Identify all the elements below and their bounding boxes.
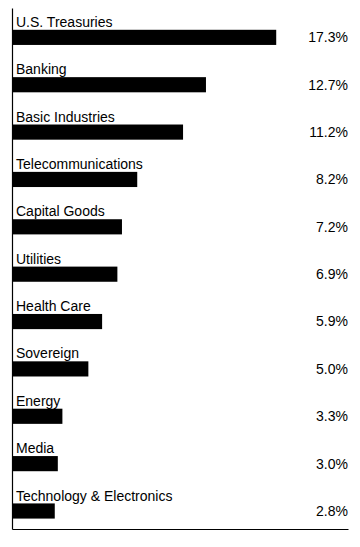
y-axis <box>12 9 13 530</box>
category-label: Banking <box>16 61 67 77</box>
bar <box>12 361 88 376</box>
value-label: 5.0% <box>316 361 348 377</box>
bar <box>12 77 206 92</box>
category-label: U.S. Treasuries <box>16 14 112 30</box>
bars <box>12 30 276 519</box>
bar <box>12 30 276 45</box>
bar <box>12 314 102 329</box>
bar <box>12 456 58 471</box>
plot-area: U.S. Treasuries Banking Basic Industries Te… <box>12 9 349 530</box>
category-label: Media <box>16 440 54 456</box>
bar <box>12 503 55 518</box>
value-label: 7.2% <box>316 219 348 235</box>
category-label: Technology & Electronics <box>16 488 172 504</box>
value-label: 11.2% <box>309 124 348 140</box>
bar <box>12 409 62 424</box>
chart: U.S. Treasuries Banking Basic Industries Te… <box>0 0 360 547</box>
value-label: 6.9% <box>316 266 348 282</box>
category-label: Sovereign <box>16 345 79 361</box>
chart-container: U.S. Treasuries Banking Basic Industries Te… <box>0 0 360 547</box>
category-label: Energy <box>16 393 60 409</box>
category-label: Basic Industries <box>16 109 115 125</box>
category-label: Health Care <box>16 298 91 314</box>
value-label: 3.0% <box>316 456 348 472</box>
value-label: 8.2% <box>316 171 348 187</box>
category-label: Capital Goods <box>16 203 105 219</box>
x-axis <box>13 529 349 530</box>
value-label: 3.3% <box>316 408 348 424</box>
category-labels: U.S. Treasuries Banking Basic Industries Te… <box>16 14 172 504</box>
bar <box>12 172 137 187</box>
value-label: 12.7% <box>308 77 348 93</box>
x-axis-line <box>13 529 349 530</box>
y-axis-line <box>12 9 13 530</box>
value-label: 17.3% <box>308 29 348 45</box>
bar <box>12 125 183 140</box>
value-label: 2.8% <box>316 503 348 519</box>
value-label: 5.9% <box>316 313 348 329</box>
bar <box>12 267 117 282</box>
bar <box>12 219 122 234</box>
value-labels: 17.3% 12.7% 11.2% 8.2% 7.2% 6.9% 5.9% 5.0% 3.3% 3… <box>308 29 348 519</box>
category-label: Telecommunications <box>16 156 143 172</box>
category-label: Utilities <box>16 251 61 267</box>
